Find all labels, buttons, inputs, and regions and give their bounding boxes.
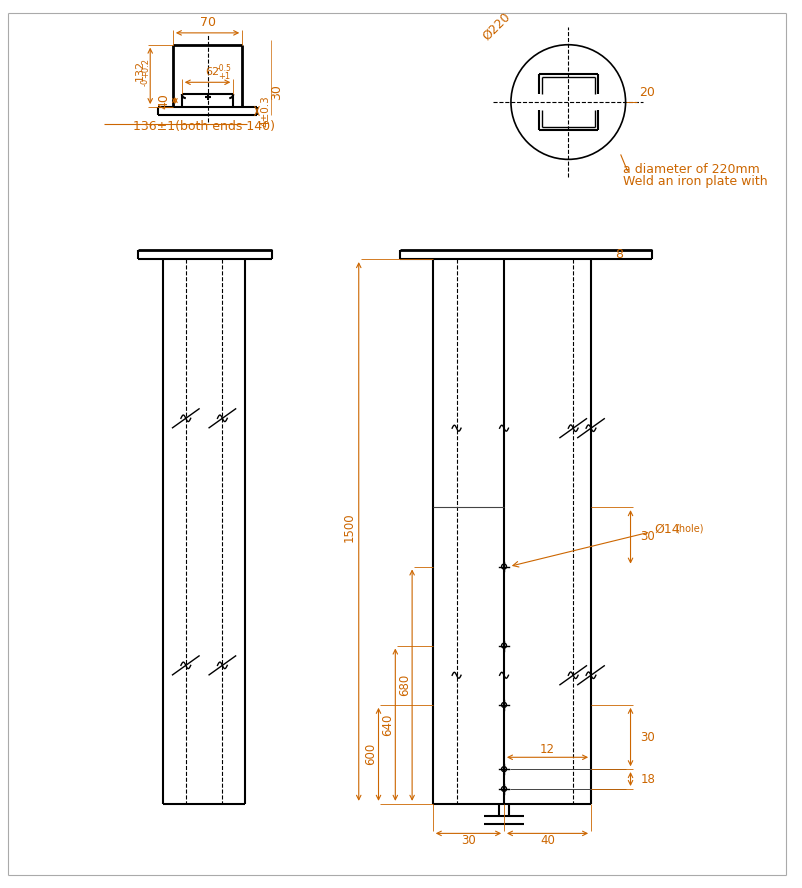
Text: Ø14: Ø14 [654,522,679,535]
Text: 640: 640 [380,713,394,736]
Text: 136±1(both ends 140): 136±1(both ends 140) [133,120,275,133]
Text: 12: 12 [539,743,554,756]
Text: 30: 30 [640,530,654,543]
Text: 30: 30 [460,834,476,847]
Text: (hole): (hole) [674,524,703,534]
Text: 4±0.3: 4±0.3 [261,95,270,127]
Text: 1500: 1500 [342,512,355,542]
Text: 132: 132 [134,60,144,82]
Text: 30: 30 [270,84,283,100]
Text: 62: 62 [205,67,219,77]
Text: a diameter of 220mm: a diameter of 220mm [622,163,759,176]
Text: Weld an iron plate with: Weld an iron plate with [622,175,766,187]
Text: 70: 70 [199,17,215,29]
Text: 8: 8 [614,248,622,261]
Text: 680: 680 [397,674,410,696]
Text: 18: 18 [640,773,654,786]
Text: -0.5: -0.5 [217,64,232,73]
Text: 20: 20 [638,85,654,99]
Text: Ø220: Ø220 [479,11,512,44]
Text: 40: 40 [540,834,554,847]
Text: 40: 40 [157,92,170,108]
Text: -0: -0 [140,77,150,86]
Text: 30: 30 [640,731,654,743]
Text: +0.2: +0.2 [140,58,150,78]
Text: 600: 600 [363,743,377,765]
Text: +1: +1 [218,72,230,81]
